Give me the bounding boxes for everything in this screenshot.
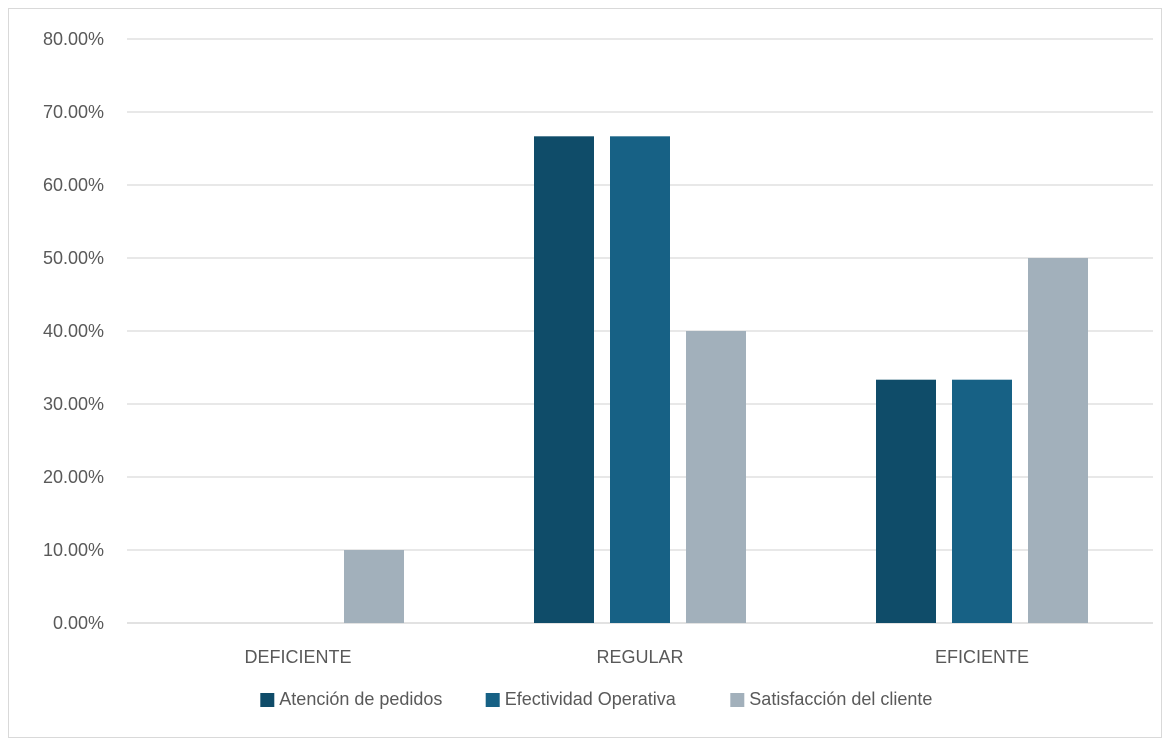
x-tick-label: DEFICIENTE — [244, 647, 351, 667]
y-tick-label: 80.00% — [43, 29, 104, 49]
bar-eficiente-3 — [1028, 258, 1088, 623]
legend-swatch — [260, 693, 275, 707]
x-tick-label: EFICIENTE — [935, 647, 1029, 667]
legend-swatch — [730, 693, 745, 707]
y-tick-label: 50.00% — [43, 248, 104, 268]
x-axis: DEFICIENTE REGULAR EFICIENTE — [244, 647, 1029, 667]
y-tick-label: 40.00% — [43, 321, 104, 341]
y-tick-label: 30.00% — [43, 394, 104, 414]
bar-deficiente-3 — [344, 550, 404, 623]
bars — [344, 136, 1088, 623]
y-axis: 0.00% 10.00% 20.00% 30.00% 40.00% 50.00% 60.00… — [43, 29, 104, 633]
y-tick-label: 0.00% — [53, 613, 104, 633]
x-tick-label: REGULAR — [596, 647, 683, 667]
legend: Atención de pedidos Efectividad Operativa… — [260, 689, 932, 709]
bar-regular-1 — [534, 136, 594, 623]
bar-regular-3 — [686, 331, 746, 623]
bar-eficiente-1 — [876, 379, 936, 623]
legend-swatch — [485, 693, 500, 707]
legend-label: Satisfacción del cliente — [749, 689, 932, 709]
bar-regular-2 — [610, 136, 670, 623]
y-tick-label: 70.00% — [43, 102, 104, 122]
legend-label: Atención de pedidos — [279, 689, 442, 709]
y-tick-label: 10.00% — [43, 540, 104, 560]
legend-label: Efectividad Operativa — [505, 689, 677, 709]
bar-eficiente-2 — [952, 379, 1012, 623]
y-tick-label: 20.00% — [43, 467, 104, 487]
y-tick-label: 60.00% — [43, 175, 104, 195]
